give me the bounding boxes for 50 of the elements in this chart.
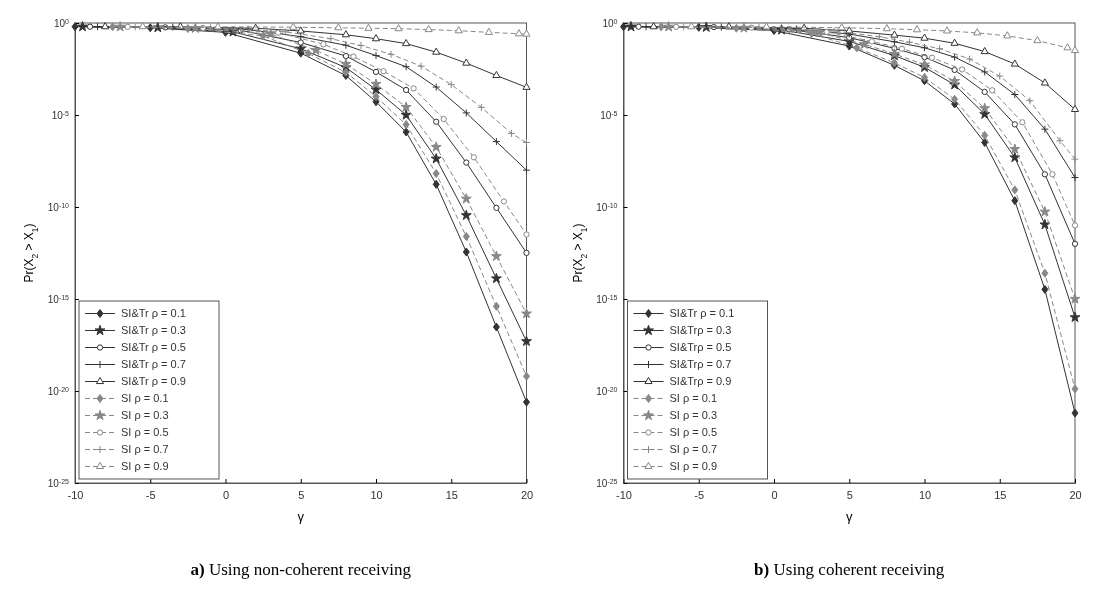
legend-label: SI ρ = 0.9 [121, 460, 169, 473]
x-tick-label: 15 [445, 488, 458, 501]
legend-label: SI ρ = 0.1 [669, 392, 718, 405]
legend-label: SI&Trρ = 0.7 [669, 358, 732, 371]
x-tick-label: 0 [771, 488, 778, 501]
legend-label: SI ρ = 0.9 [669, 460, 718, 473]
legend-label: SI&Tr ρ = 0.5 [121, 341, 186, 354]
x-tick-label: 15 [994, 488, 1007, 501]
y-tick-label: 10$^{-10}$ [47, 201, 70, 213]
x-tick-label: -10 [616, 488, 632, 501]
legend-label: SI&Trρ = 0.5 [669, 341, 732, 354]
x-tick-label: 0 [222, 488, 230, 501]
legend-label: SI&Trρ = 0.3 [669, 324, 732, 337]
y-tick-label: 10$^{-20}$ [596, 385, 618, 397]
legend-label: SI ρ = 0.7 [121, 443, 169, 456]
x-tick-label: -5 [694, 488, 705, 501]
x-tick-label: 5 [846, 488, 853, 501]
legend-label: SI&Tr ρ = 0.7 [121, 358, 186, 371]
y-tick-label: 10$^{-25}$ [596, 477, 618, 489]
legend-label: SI&Tr ρ = 0.3 [121, 324, 186, 337]
x-tick-label: 20 [520, 488, 534, 501]
y-tick-label: 10$^{0}$ [602, 17, 618, 29]
legend-label: SI&Tr ρ = 0.9 [121, 375, 186, 388]
legend-label: SI&Tr ρ = 0.1 [669, 307, 735, 320]
legend-label: SI ρ = 0.3 [121, 409, 169, 422]
legend-label: SI ρ = 0.5 [121, 426, 169, 439]
y-tick-label: 10$^{0}$ [53, 17, 70, 29]
legend-label: SI ρ = 0.5 [669, 426, 718, 439]
text: b) Using coherent receiving [754, 560, 945, 579]
y-tick-label: 10$^{-15}$ [596, 293, 618, 305]
y-tick-label: 10$^{-15}$ [47, 293, 70, 305]
x-axis-title: γ [846, 509, 853, 524]
x-tick-label: 10 [370, 488, 383, 501]
legend-label: SI&Trρ = 0.9 [669, 375, 732, 388]
x-axis-title: γ [297, 509, 305, 524]
legend-label: SI ρ = 0.1 [121, 392, 169, 405]
x-tick-label: 10 [918, 488, 932, 501]
legend-label: SI ρ = 0.7 [669, 443, 718, 456]
y-tick-label: 10$^{-5}$ [51, 109, 70, 121]
x-tick-label: -10 [67, 488, 84, 501]
legend-label: SI&Tr ρ = 0.1 [121, 307, 186, 320]
y-tick-label: 10$^{-10}$ [596, 201, 618, 213]
y-tick-label: 10$^{-5}$ [600, 109, 618, 121]
x-tick-label: -5 [145, 488, 156, 501]
legend-label: SI ρ = 0.3 [669, 409, 718, 422]
x-tick-label: 5 [298, 488, 305, 501]
y-tick-label: 10$^{-20}$ [47, 385, 70, 397]
x-tick-label: 20 [1069, 488, 1082, 501]
y-tick-label: 10$^{-25}$ [47, 477, 70, 489]
text: a) Using non-coherent receiving [190, 560, 412, 579]
